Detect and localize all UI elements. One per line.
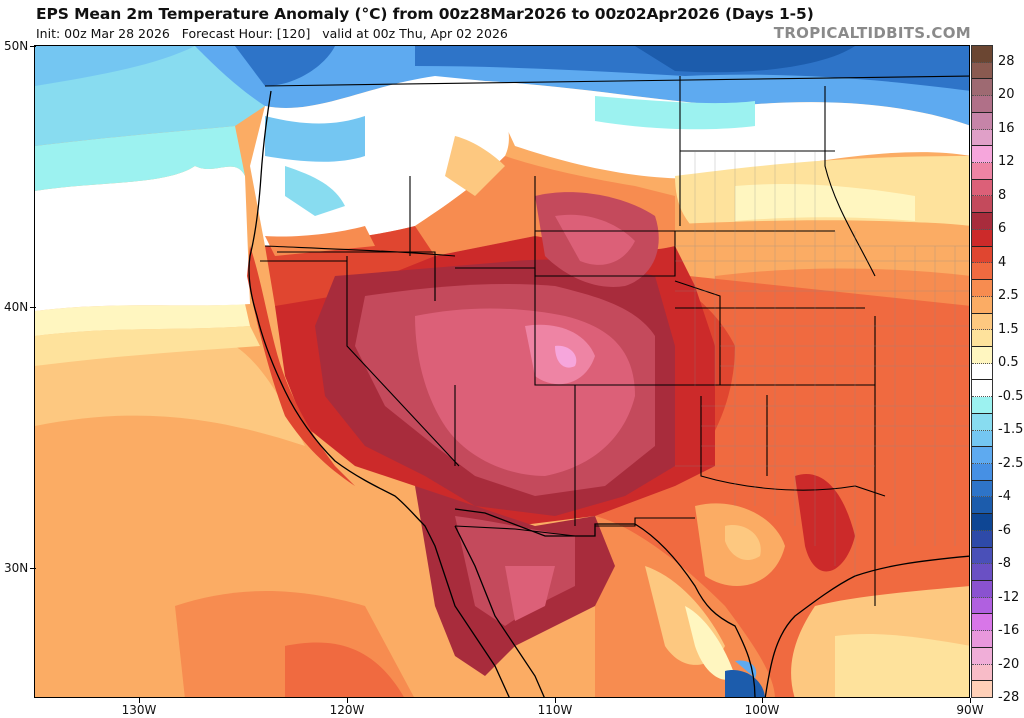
colorbar-label: -2.5 [998,455,1024,471]
colorbar-segment [972,196,992,214]
colorbar-label: 0.5 [998,355,1019,371]
tick-mark [969,698,971,703]
colorbar-segment [972,346,992,364]
colorbar-segment [972,46,992,63]
colorbar-segment [972,447,992,464]
tick-mark [30,307,36,308]
colorbar-segment [972,179,992,197]
colorbar-segment [972,263,992,281]
lon-label-text: 120W [329,703,365,717]
colorbar-label: -4 [998,489,1011,505]
colorbar-label: 6 [998,221,1007,237]
tick-mark [346,698,348,703]
colorbar-label: 20 [998,87,1015,103]
colorbar-segment [972,614,992,632]
colorbar-segment [972,547,992,565]
colorbar-segment [972,514,992,531]
colorbar-label: -28 [998,690,1020,705]
colorbar-segment [972,363,992,381]
lon-label-120w: 120W [317,698,377,717]
colorbar-segment [972,413,992,431]
colorbar-segment [972,313,992,331]
colorbar-label: -16 [998,623,1020,639]
colorbar-label: -12 [998,589,1020,605]
lat-label-30n: 30N [4,561,36,575]
lon-label-text: 130W [121,703,157,717]
lat-label-40n: 40N [4,300,36,314]
colorbar-label: -8 [998,556,1011,572]
tick-mark [30,568,36,569]
colorbar-segment [972,79,992,97]
tick-mark [761,698,763,703]
lon-label-90w: 90W [940,698,1000,717]
colorbar-segment [972,296,992,314]
colorbar-label: 12 [998,154,1015,170]
colorbar-label: 2.5 [998,288,1019,304]
colorbar-segment [972,380,992,398]
colorbar-segment [972,62,992,80]
colorbar-segment [972,96,992,113]
colorbar-segment [972,163,992,180]
colorbar-segment [972,564,992,581]
lon-label-100w: 100W [732,698,792,717]
colorbar-segment [972,530,992,548]
map-field [35,46,969,697]
colorbar-label: 28 [998,53,1015,69]
tick-mark [30,46,36,47]
lon-label-text: 90W [956,703,984,717]
colorbar-label: -20 [998,656,1020,672]
brand-watermark: TROPICALTIDBITS.COM [773,24,971,42]
colorbar-label: 1.5 [998,321,1019,337]
colorbar-label: 16 [998,120,1015,136]
colorbar-segment [972,213,992,230]
colorbar-segment [972,397,992,414]
colorbar-segment [972,463,992,481]
lat-label-text: 40N [4,300,29,314]
colorbar-segment [972,246,992,264]
chart-title: EPS Mean 2m Temperature Anomaly (°C) fro… [36,5,814,23]
lon-label-110w: 110W [525,698,585,717]
chart-subtitle: Init: 00z Mar 28 2026 Forecast Hour: [12… [36,26,508,41]
lat-label-text: 30N [4,561,29,575]
lat-label-50n: 50N [4,39,36,53]
colorbar-segment [972,280,992,297]
tick-mark [138,698,140,703]
colorbar-segment [972,129,992,147]
tick-mark [554,698,556,703]
lon-label-130w: 130W [109,698,169,717]
colorbar-segment [972,480,992,498]
colorbar [971,45,993,698]
colorbar-label: -6 [998,522,1011,538]
colorbar-segment [972,581,992,598]
colorbar-label: 8 [998,187,1007,203]
colorbar-label: 4 [998,254,1007,270]
anomaly-map [34,45,970,698]
colorbar-segment [972,631,992,648]
colorbar-segment [972,664,992,682]
colorbar-segment [972,112,992,130]
colorbar-segment [972,647,992,665]
colorbar-segment [972,497,992,515]
lon-label-text: 110W [537,703,573,717]
lon-label-text: 100W [744,703,780,717]
colorbar-segment [972,146,992,164]
colorbar-label: -0.5 [998,388,1024,404]
colorbar-segment [972,330,992,347]
colorbar-segment [972,681,992,698]
colorbar-segment [972,430,992,448]
lat-label-text: 50N [4,39,29,53]
colorbar-segment [972,229,992,247]
colorbar-label: -1.5 [998,422,1024,438]
colorbar-segment [972,597,992,615]
